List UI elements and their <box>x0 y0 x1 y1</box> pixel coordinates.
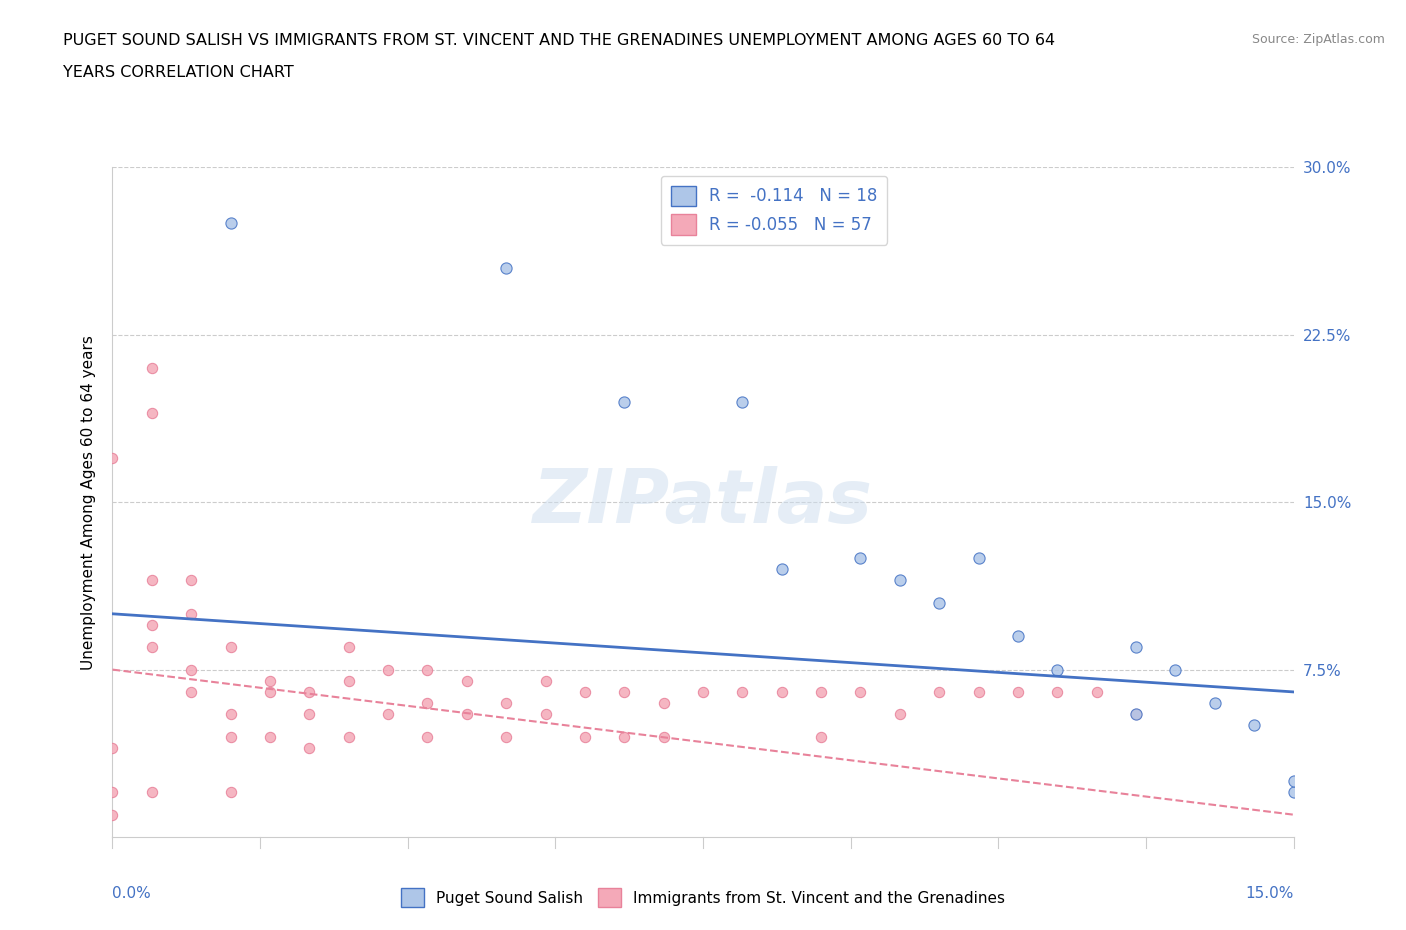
Point <box>928 684 950 699</box>
Point <box>456 707 478 722</box>
Point <box>298 707 321 722</box>
Point <box>1282 774 1305 789</box>
Y-axis label: Unemployment Among Ages 60 to 64 years: Unemployment Among Ages 60 to 64 years <box>80 335 96 670</box>
Point <box>259 729 281 744</box>
Legend: R =  -0.114   N = 18, R = -0.055   N = 57: R = -0.114 N = 18, R = -0.055 N = 57 <box>661 176 887 245</box>
Point <box>141 618 163 632</box>
Point <box>377 707 399 722</box>
Point <box>889 707 911 722</box>
Point <box>810 684 832 699</box>
Point <box>1085 684 1108 699</box>
Point <box>219 707 242 722</box>
Text: ZIPatlas: ZIPatlas <box>533 466 873 538</box>
Point <box>259 684 281 699</box>
Point <box>180 573 202 588</box>
Point <box>1164 662 1187 677</box>
Point <box>731 394 754 409</box>
Point <box>101 785 124 800</box>
Point <box>574 729 596 744</box>
Point <box>731 684 754 699</box>
Point <box>1243 718 1265 733</box>
Point <box>377 662 399 677</box>
Point <box>141 405 163 420</box>
Point <box>967 684 990 699</box>
Point <box>770 562 793 577</box>
Point <box>1007 629 1029 644</box>
Point <box>613 394 636 409</box>
Point <box>101 740 124 755</box>
Point <box>613 684 636 699</box>
Point <box>298 684 321 699</box>
Point <box>692 684 714 699</box>
Point <box>259 673 281 688</box>
Point <box>1282 785 1305 800</box>
Point <box>337 640 360 655</box>
Point <box>337 729 360 744</box>
Point <box>889 573 911 588</box>
Point <box>967 551 990 565</box>
Point <box>337 673 360 688</box>
Point <box>141 785 163 800</box>
Point <box>416 696 439 711</box>
Point <box>219 216 242 231</box>
Point <box>810 729 832 744</box>
Text: YEARS CORRELATION CHART: YEARS CORRELATION CHART <box>63 65 294 80</box>
Text: PUGET SOUND SALISH VS IMMIGRANTS FROM ST. VINCENT AND THE GRENADINES UNEMPLOYMEN: PUGET SOUND SALISH VS IMMIGRANTS FROM ST… <box>63 33 1056 47</box>
Point <box>180 606 202 621</box>
Point <box>1046 684 1069 699</box>
Point <box>298 740 321 755</box>
Point <box>416 729 439 744</box>
Text: Source: ZipAtlas.com: Source: ZipAtlas.com <box>1251 33 1385 46</box>
Text: 0.0%: 0.0% <box>112 886 152 901</box>
Point <box>180 662 202 677</box>
Point <box>495 696 517 711</box>
Point <box>456 673 478 688</box>
Point <box>219 729 242 744</box>
Point <box>1125 640 1147 655</box>
Point <box>652 729 675 744</box>
Legend: Puget Sound Salish, Immigrants from St. Vincent and the Grenadines: Puget Sound Salish, Immigrants from St. … <box>395 883 1011 913</box>
Point <box>1125 707 1147 722</box>
Point <box>574 684 596 699</box>
Point <box>141 361 163 376</box>
Point <box>495 729 517 744</box>
Point <box>849 684 872 699</box>
Point <box>613 729 636 744</box>
Point <box>219 640 242 655</box>
Point <box>416 662 439 677</box>
Point <box>849 551 872 565</box>
Point <box>101 450 124 465</box>
Text: 15.0%: 15.0% <box>1246 886 1294 901</box>
Point <box>141 640 163 655</box>
Point <box>101 807 124 822</box>
Point <box>534 707 557 722</box>
Point <box>1125 707 1147 722</box>
Point <box>219 785 242 800</box>
Point <box>652 696 675 711</box>
Point <box>928 595 950 610</box>
Point <box>141 573 163 588</box>
Point <box>180 684 202 699</box>
Point <box>495 260 517 275</box>
Point <box>1204 696 1226 711</box>
Point <box>770 684 793 699</box>
Point <box>534 673 557 688</box>
Point <box>1007 684 1029 699</box>
Point <box>1046 662 1069 677</box>
